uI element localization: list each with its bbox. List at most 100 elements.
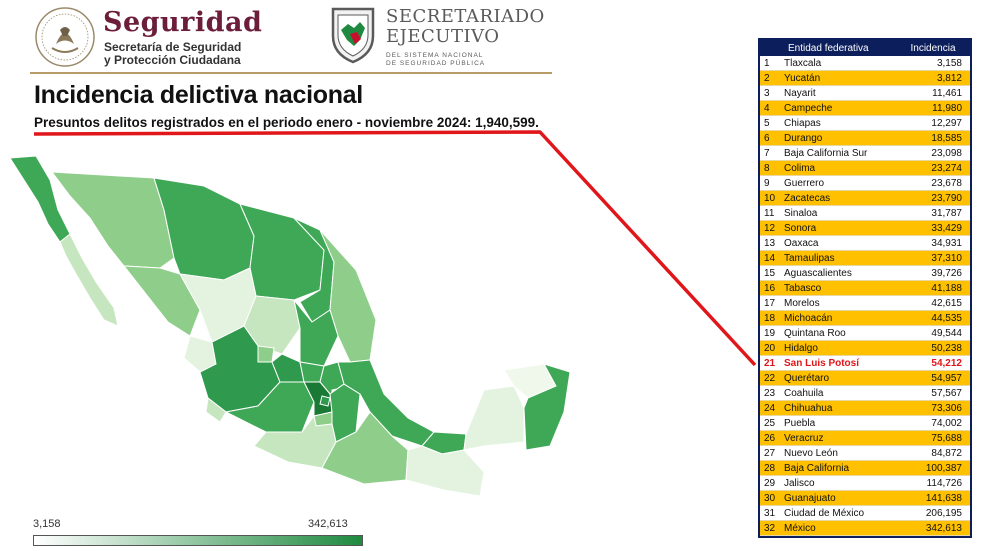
value-cell: 11,980 bbox=[932, 102, 962, 114]
table-row: 19 Quintana Roo 49,544 bbox=[760, 326, 970, 341]
table-row: 10 Zacatecas 23,790 bbox=[760, 191, 970, 206]
rank-cell: 20 bbox=[764, 342, 776, 354]
table-row: 16 Tabasco 41,188 bbox=[760, 281, 970, 296]
state-cell: Quintana Roo bbox=[784, 327, 846, 339]
table-row: 21 San Luis Potosí 54,212 bbox=[760, 356, 970, 371]
rank-cell: 27 bbox=[764, 447, 776, 459]
column-header-value: Incidencia bbox=[910, 42, 956, 54]
rank-cell: 12 bbox=[764, 222, 776, 234]
table-row: 6 Durango 18,585 bbox=[760, 131, 970, 146]
state-cell: Baja California bbox=[784, 462, 850, 474]
state-cell: Durango bbox=[784, 132, 823, 144]
state-cell: Chiapas bbox=[784, 117, 821, 129]
table-row: 23 Coahuila 57,567 bbox=[760, 386, 970, 401]
table-row: 1 Tlaxcala 3,158 bbox=[760, 56, 970, 71]
value-cell: 31,787 bbox=[931, 207, 962, 219]
rank-cell: 13 bbox=[764, 237, 776, 249]
state-cell: Colima bbox=[784, 162, 816, 174]
incidence-table: Entidad federativa Incidencia 1 Tlaxcala 3… bbox=[758, 38, 972, 538]
table-row: 20 Hidalgo 50,238 bbox=[760, 341, 970, 356]
table-row: 14 Tamaulipas 37,310 bbox=[760, 251, 970, 266]
value-cell: 18,585 bbox=[931, 132, 962, 144]
map-state-guerrero bbox=[253, 414, 337, 469]
state-cell: Veracruz bbox=[784, 432, 824, 444]
map-state-ciudad-de-mexico bbox=[319, 395, 331, 407]
table-row: 30 Guanajuato 141,638 bbox=[760, 491, 970, 506]
table-row: 13 Oaxaca 34,931 bbox=[760, 236, 970, 251]
page-subtitle: Presuntos delitos registrados en el peri… bbox=[34, 115, 539, 130]
map-state-veracruz bbox=[337, 359, 435, 447]
table-row: 15 Aguascalientes 39,726 bbox=[760, 266, 970, 281]
rank-cell: 7 bbox=[764, 147, 770, 159]
map-state-michoacan bbox=[224, 381, 315, 433]
value-cell: 84,872 bbox=[931, 447, 962, 459]
value-cell: 54,212 bbox=[931, 357, 962, 369]
state-cell: Tamaulipas bbox=[784, 252, 835, 264]
seguridad-logo: Seguridad Secretaría de Seguridad y Prot… bbox=[34, 6, 262, 68]
value-cell: 39,726 bbox=[931, 267, 962, 279]
rank-cell: 32 bbox=[764, 522, 776, 534]
rank-cell: 21 bbox=[764, 357, 776, 369]
table-row: 3 Nayarit 11,461 bbox=[760, 86, 970, 101]
national-emblem-icon bbox=[35, 7, 95, 67]
value-cell: 100,387 bbox=[925, 462, 962, 474]
rank-cell: 29 bbox=[764, 477, 776, 489]
value-cell: 73,306 bbox=[931, 402, 962, 414]
table-header: Entidad federativa Incidencia bbox=[760, 40, 970, 56]
table-row: 22 Querétaro 54,957 bbox=[760, 371, 970, 386]
state-cell: México bbox=[784, 522, 816, 534]
table-row: 26 Veracruz 75,688 bbox=[760, 431, 970, 446]
map-state-quintana-roo bbox=[523, 363, 571, 451]
rank-cell: 8 bbox=[764, 162, 770, 174]
secretariado-logo: SECRETARIADO EJECUTIVO DEL SISTEMA NACIO… bbox=[330, 6, 560, 68]
value-cell: 3,812 bbox=[936, 72, 962, 84]
header-divider bbox=[30, 72, 552, 74]
state-cell: Aguascalientes bbox=[784, 267, 852, 279]
rank-cell: 15 bbox=[764, 267, 776, 279]
secretariado-subtitle-line2: DE SEGURIDAD PÚBLICA bbox=[386, 60, 486, 67]
rank-cell: 4 bbox=[764, 102, 770, 114]
table-row: 18 Michoacán 44,535 bbox=[760, 311, 970, 326]
value-cell: 50,238 bbox=[931, 342, 962, 354]
value-cell: 11,461 bbox=[932, 87, 962, 99]
value-cell: 49,544 bbox=[931, 327, 962, 339]
state-cell: Jalisco bbox=[784, 477, 815, 489]
value-cell: 141,638 bbox=[925, 492, 962, 504]
map-state-colima bbox=[205, 397, 227, 423]
rank-cell: 11 bbox=[764, 207, 775, 219]
state-cell: Guerrero bbox=[784, 177, 825, 189]
state-cell: Hidalgo bbox=[784, 342, 818, 354]
rank-cell: 26 bbox=[764, 432, 776, 444]
rank-cell: 25 bbox=[764, 417, 776, 429]
value-cell: 23,274 bbox=[931, 162, 962, 174]
table-row: 4 Campeche 11,980 bbox=[760, 101, 970, 116]
table-row: 12 Sonora 33,429 bbox=[760, 221, 970, 236]
map-state-chihuahua bbox=[153, 177, 255, 281]
state-cell: Michoacán bbox=[784, 312, 833, 324]
value-cell: 74,002 bbox=[931, 417, 962, 429]
state-cell: Chihuahua bbox=[784, 402, 833, 414]
table-row: 28 Baja California 100,387 bbox=[760, 461, 970, 476]
state-cell: Querétaro bbox=[784, 372, 830, 384]
table-body: 1 Tlaxcala 3,158 2 Yucatán 3,812 3 Nayarit 11,46… bbox=[760, 56, 970, 536]
shield-icon bbox=[331, 7, 375, 64]
state-cell: Yucatán bbox=[784, 72, 821, 84]
state-cell: Nayarit bbox=[784, 87, 816, 99]
rank-cell: 31 bbox=[764, 507, 776, 519]
secretariado-subtitle-line1: DEL SISTEMA NACIONAL bbox=[386, 52, 484, 59]
state-cell: Baja California Sur bbox=[784, 147, 868, 159]
rank-cell: 10 bbox=[764, 192, 776, 204]
value-cell: 114,726 bbox=[926, 477, 962, 489]
table-row: 8 Colima 23,274 bbox=[760, 161, 970, 176]
value-cell: 23,790 bbox=[931, 192, 962, 204]
value-cell: 23,678 bbox=[931, 177, 962, 189]
value-cell: 206,195 bbox=[925, 507, 962, 519]
seguridad-subtitle-line2: y Protección Ciudadana bbox=[104, 53, 241, 67]
table-row: 2 Yucatán 3,812 bbox=[760, 71, 970, 86]
state-cell: Campeche bbox=[784, 102, 833, 114]
mexico-choropleth-map bbox=[9, 155, 571, 497]
state-cell: Nuevo León bbox=[784, 447, 838, 459]
value-cell: 23,098 bbox=[931, 147, 962, 159]
rank-cell: 14 bbox=[764, 252, 776, 264]
state-cell: Tabasco bbox=[784, 282, 822, 294]
